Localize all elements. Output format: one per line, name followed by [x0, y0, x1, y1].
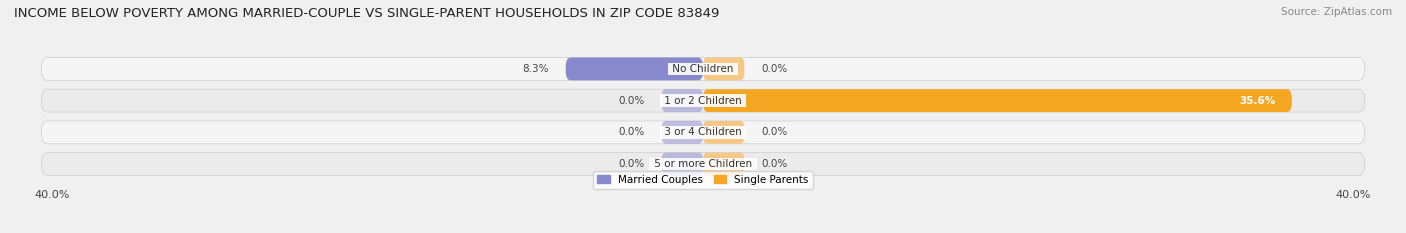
FancyBboxPatch shape	[703, 121, 744, 144]
Text: 35.6%: 35.6%	[1239, 96, 1275, 106]
FancyBboxPatch shape	[41, 58, 1365, 80]
FancyBboxPatch shape	[41, 89, 1365, 112]
FancyBboxPatch shape	[703, 58, 744, 80]
Text: 40.0%: 40.0%	[1336, 190, 1371, 200]
Text: 0.0%: 0.0%	[619, 96, 645, 106]
Text: INCOME BELOW POVERTY AMONG MARRIED-COUPLE VS SINGLE-PARENT HOUSEHOLDS IN ZIP COD: INCOME BELOW POVERTY AMONG MARRIED-COUPL…	[14, 7, 720, 20]
FancyBboxPatch shape	[41, 121, 1365, 144]
Text: 1 or 2 Children: 1 or 2 Children	[661, 96, 745, 106]
Text: 0.0%: 0.0%	[761, 159, 787, 169]
Text: 5 or more Children: 5 or more Children	[651, 159, 755, 169]
FancyBboxPatch shape	[703, 153, 744, 175]
Legend: Married Couples, Single Parents: Married Couples, Single Parents	[593, 171, 813, 189]
Text: 0.0%: 0.0%	[619, 127, 645, 137]
FancyBboxPatch shape	[662, 153, 703, 175]
FancyBboxPatch shape	[662, 121, 703, 144]
FancyBboxPatch shape	[41, 153, 1365, 175]
Text: 0.0%: 0.0%	[761, 64, 787, 74]
Text: 40.0%: 40.0%	[35, 190, 70, 200]
Text: 0.0%: 0.0%	[619, 159, 645, 169]
FancyBboxPatch shape	[703, 89, 1292, 112]
Text: No Children: No Children	[669, 64, 737, 74]
Text: 8.3%: 8.3%	[523, 64, 550, 74]
FancyBboxPatch shape	[565, 58, 703, 80]
Text: 0.0%: 0.0%	[761, 127, 787, 137]
Text: 3 or 4 Children: 3 or 4 Children	[661, 127, 745, 137]
FancyBboxPatch shape	[662, 89, 703, 112]
Text: Source: ZipAtlas.com: Source: ZipAtlas.com	[1281, 7, 1392, 17]
